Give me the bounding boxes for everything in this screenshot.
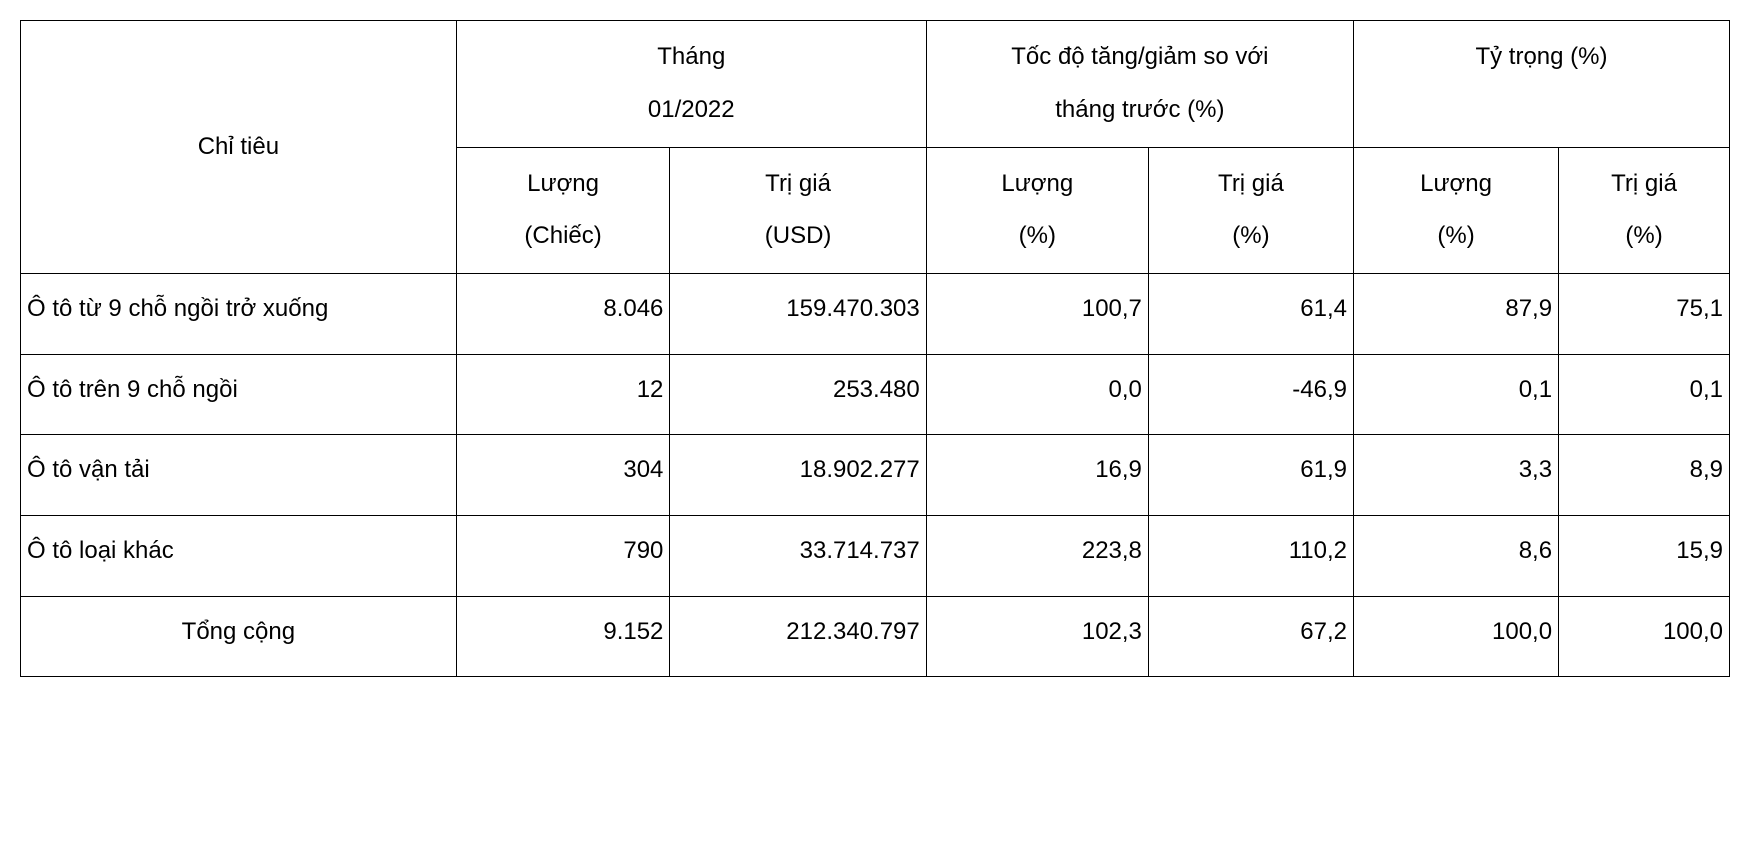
sub-val3-line1: Trị giá <box>1563 158 1725 211</box>
row-qty3: 8,6 <box>1353 515 1558 596</box>
row-val2: 110,2 <box>1148 515 1353 596</box>
row-qty2: 16,9 <box>926 435 1148 516</box>
header-group-month: Tháng 01/2022 <box>456 21 926 148</box>
total-val1: 212.340.797 <box>670 596 926 677</box>
sub-header-qty2: Lượng (%) <box>926 147 1148 274</box>
row-qty2: 0,0 <box>926 354 1148 435</box>
header-row-1: Chỉ tiêu Tháng 01/2022 Tốc độ tăng/giảm … <box>21 21 1730 148</box>
row-label: Ô tô vận tải <box>21 435 457 516</box>
row-label: Ô tô loại khác <box>21 515 457 596</box>
sub-val3-line2: (%) <box>1563 210 1725 263</box>
row-val1: 253.480 <box>670 354 926 435</box>
sub-val1-line2: (USD) <box>674 210 921 263</box>
total-val3: 100,0 <box>1559 596 1730 677</box>
row-val1: 18.902.277 <box>670 435 926 516</box>
row-qty2: 223,8 <box>926 515 1148 596</box>
data-table: Chỉ tiêu Tháng 01/2022 Tốc độ tăng/giảm … <box>20 20 1730 677</box>
row-qty2: 100,7 <box>926 274 1148 355</box>
header-indicator-label: Chỉ tiêu <box>198 133 279 160</box>
row-val2: 61,9 <box>1148 435 1353 516</box>
row-qty1: 12 <box>456 354 670 435</box>
row-val3: 8,9 <box>1559 435 1730 516</box>
total-val2: 67,2 <box>1148 596 1353 677</box>
sub-header-val2: Trị giá (%) <box>1148 147 1353 274</box>
sub-qty2-line2: (%) <box>931 210 1144 263</box>
sub-qty3-line2: (%) <box>1358 210 1554 263</box>
row-val2: 61,4 <box>1148 274 1353 355</box>
table-row: Ô tô loại khác 790 33.714.737 223,8 110,… <box>21 515 1730 596</box>
sub-header-qty3: Lượng (%) <box>1353 147 1558 274</box>
row-val1: 33.714.737 <box>670 515 926 596</box>
sub-header-qty1: Lượng (Chiếc) <box>456 147 670 274</box>
total-qty1: 9.152 <box>456 596 670 677</box>
table-row: Ô tô từ 9 chỗ ngồi trở xuống 8.046 159.4… <box>21 274 1730 355</box>
header-group2-line2: tháng trước (%) <box>931 84 1349 137</box>
header-group-rate: Tốc độ tăng/giảm so với tháng trước (%) <box>926 21 1353 148</box>
table-total-row: Tổng cộng 9.152 212.340.797 102,3 67,2 1… <box>21 596 1730 677</box>
row-label: Ô tô từ 9 chỗ ngồi trở xuống <box>21 274 457 355</box>
row-qty1: 790 <box>456 515 670 596</box>
row-label: Ô tô trên 9 chỗ ngồi <box>21 354 457 435</box>
row-val3: 0,1 <box>1559 354 1730 435</box>
sub-val2-line1: Trị giá <box>1153 158 1349 211</box>
header-group1-line2: 01/2022 <box>461 84 922 137</box>
total-qty3: 100,0 <box>1353 596 1558 677</box>
row-val1: 159.470.303 <box>670 274 926 355</box>
row-val2: -46,9 <box>1148 354 1353 435</box>
sub-header-val3: Trị giá (%) <box>1559 147 1730 274</box>
total-label: Tổng cộng <box>21 596 457 677</box>
header-group-share: Tỷ trọng (%) <box>1353 21 1729 148</box>
row-qty1: 8.046 <box>456 274 670 355</box>
sub-qty1-line1: Lượng <box>461 158 666 211</box>
row-qty3: 87,9 <box>1353 274 1558 355</box>
row-qty1: 304 <box>456 435 670 516</box>
row-qty3: 3,3 <box>1353 435 1558 516</box>
header-group1-line1: Tháng <box>461 31 922 84</box>
table-row: Ô tô vận tải 304 18.902.277 16,9 61,9 3,… <box>21 435 1730 516</box>
total-qty2: 102,3 <box>926 596 1148 677</box>
table-row: Ô tô trên 9 chỗ ngồi 12 253.480 0,0 -46,… <box>21 354 1730 435</box>
sub-qty2-line1: Lượng <box>931 158 1144 211</box>
row-val3: 75,1 <box>1559 274 1730 355</box>
sub-qty3-line1: Lượng <box>1358 158 1554 211</box>
sub-header-val1: Trị giá (USD) <box>670 147 926 274</box>
row-qty3: 0,1 <box>1353 354 1558 435</box>
sub-qty1-line2: (Chiếc) <box>461 210 666 263</box>
sub-val1-line1: Trị giá <box>674 158 921 211</box>
header-group3-label: Tỷ trọng (%) <box>1475 43 1607 70</box>
sub-val2-line2: (%) <box>1153 210 1349 263</box>
header-group2-line1: Tốc độ tăng/giảm so với <box>931 31 1349 84</box>
row-val3: 15,9 <box>1559 515 1730 596</box>
header-indicator: Chỉ tiêu <box>21 21 457 274</box>
table-body: Ô tô từ 9 chỗ ngồi trở xuống 8.046 159.4… <box>21 274 1730 677</box>
